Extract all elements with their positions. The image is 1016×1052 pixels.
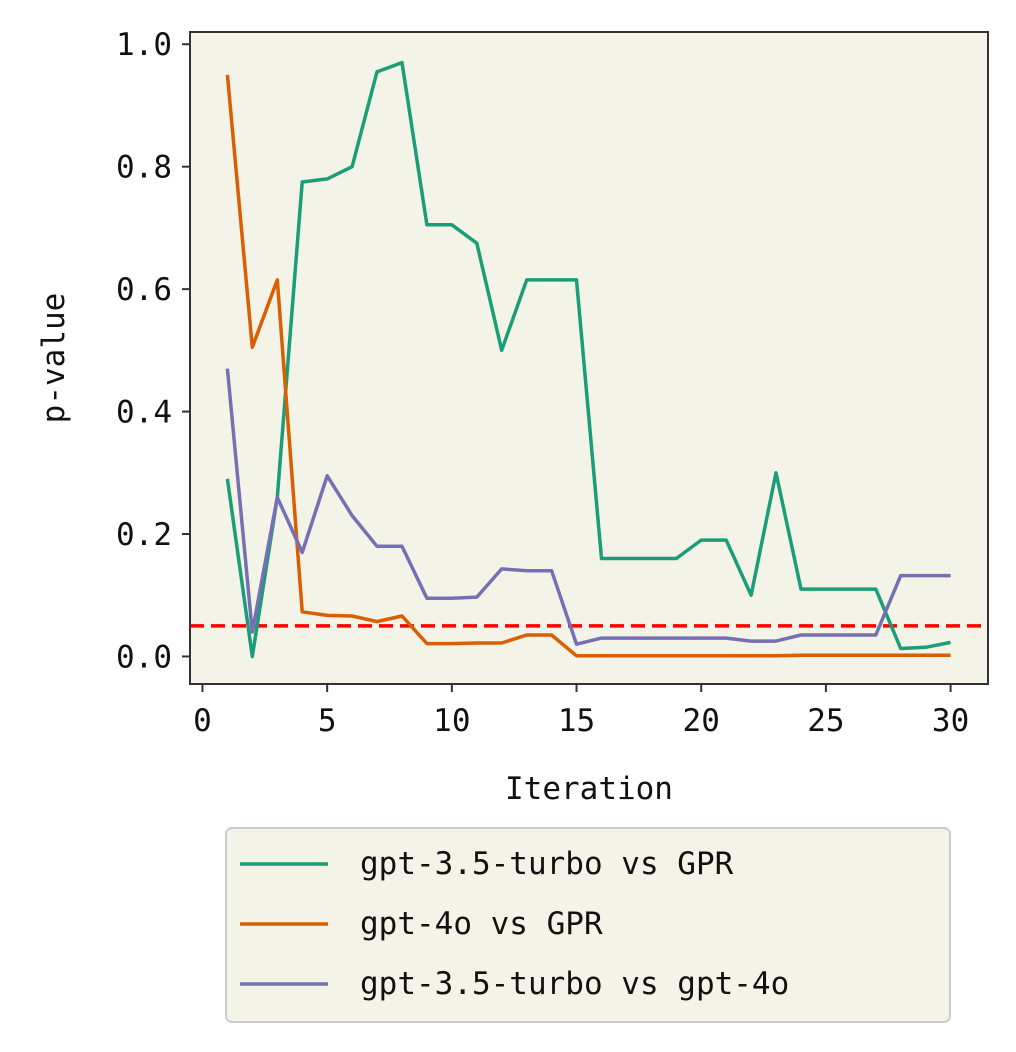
x-tick-label: 25 (807, 703, 844, 739)
x-tick-label: 30 (932, 703, 969, 739)
series-layer (225, 60, 951, 659)
legend-label: gpt-4o vs GPR (360, 906, 603, 942)
x-tick-label: 5 (318, 703, 337, 739)
plot-area (190, 32, 988, 684)
x-tick-label: 0 (193, 703, 212, 739)
y-axis-label: p-value (36, 293, 72, 424)
legend-label: gpt-3.5-turbo vs gpt-4o (360, 966, 789, 1002)
y-axis: 0.0 0.2 0.4 0.6 0.8 1.0 (116, 27, 190, 675)
y-tick-label: 0.4 (116, 395, 172, 431)
y-tick-label: 1.0 (116, 27, 172, 63)
x-tick-label: 15 (558, 703, 595, 739)
legend-box (225, 827, 951, 1023)
y-tick-label: 0.2 (116, 517, 172, 553)
x-axis: 0 5 10 15 20 25 30 (193, 684, 969, 739)
y-tick-label: 0.0 (116, 639, 172, 675)
series-line-3 (225, 368, 951, 646)
legend: gpt-3.5-turbo vs GPR gpt-4o vs GPR gpt-3.5… (225, 827, 951, 1023)
x-tick-label: 20 (683, 703, 720, 739)
y-tick-label: 0.8 (116, 150, 172, 186)
x-tick-label: 10 (433, 703, 470, 739)
y-tick-label: 0.6 (116, 272, 172, 308)
plot-frame (189, 31, 989, 685)
series-line-2 (225, 74, 951, 658)
legend-label: gpt-3.5-turbo vs GPR (360, 846, 734, 882)
x-axis-label: Iteration (505, 771, 673, 807)
series-line-1 (225, 60, 951, 659)
